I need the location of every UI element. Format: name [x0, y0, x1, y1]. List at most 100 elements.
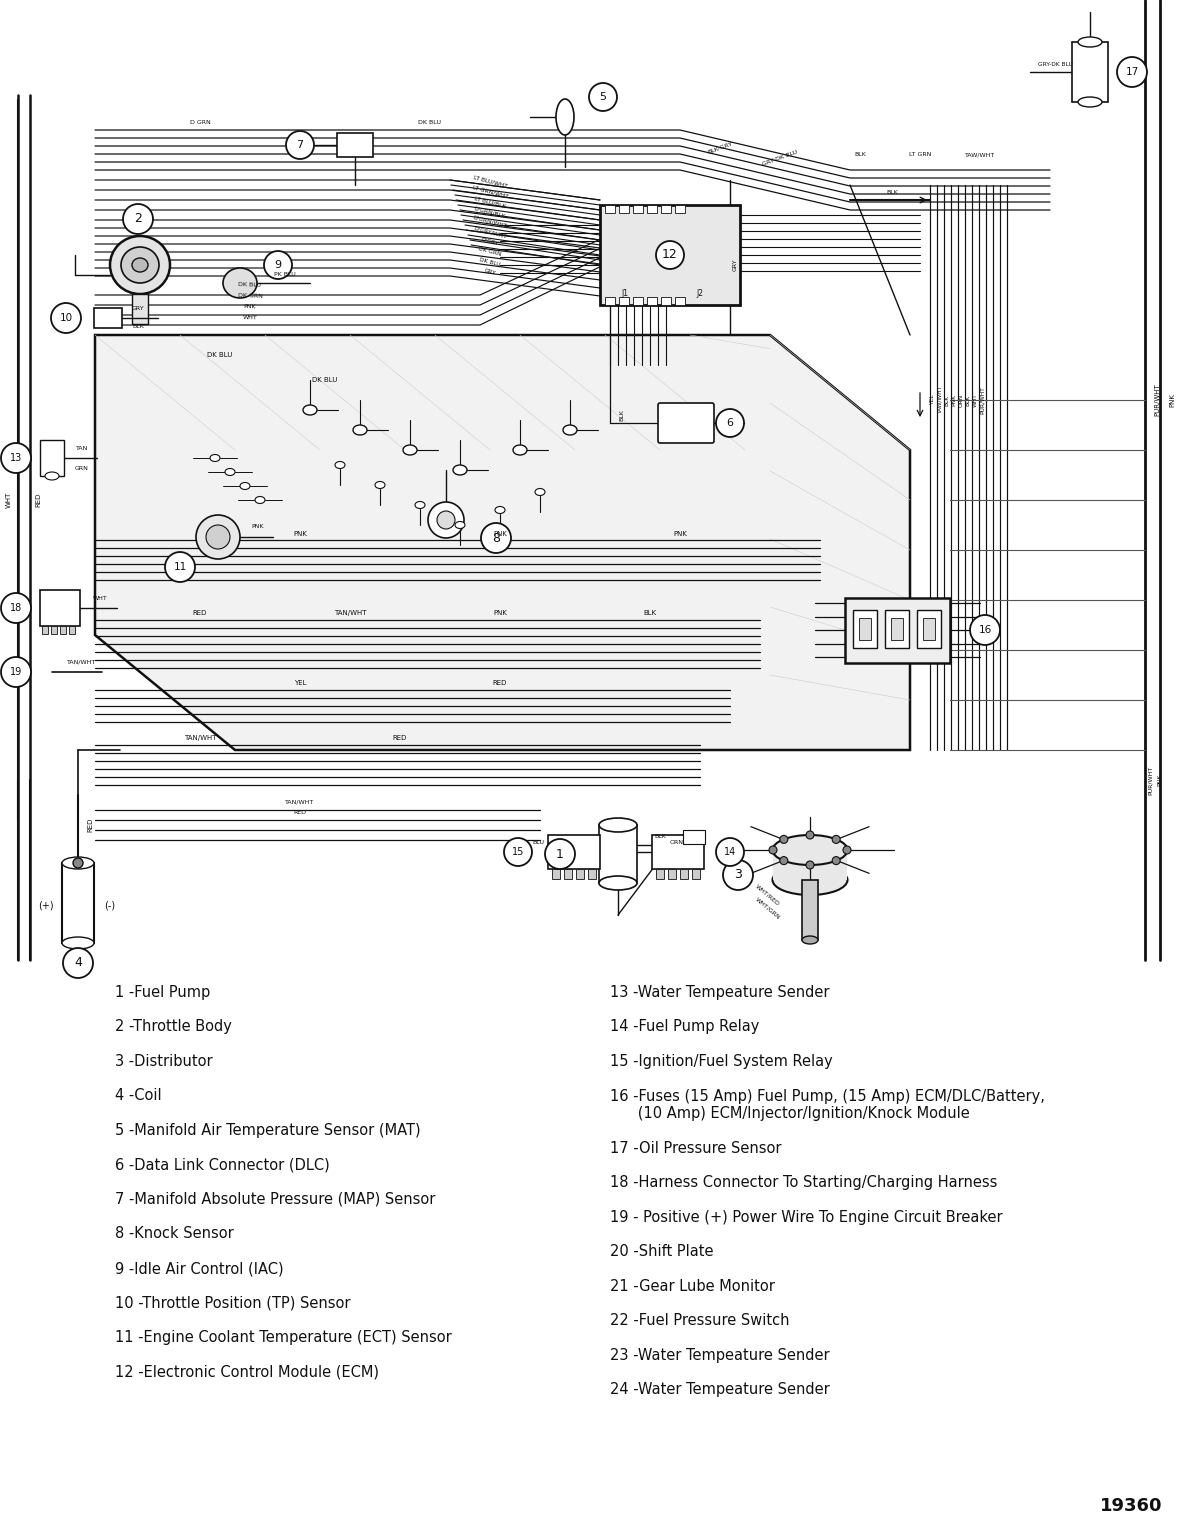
Text: ORN: ORN: [959, 393, 964, 407]
Text: 16 -Fuses (15 Amp) Fuel Pump, (15 Amp) ECM/DLC/Battery,: 16 -Fuses (15 Amp) Fuel Pump, (15 Amp) E…: [610, 1089, 1045, 1103]
Text: 4 -Coil: 4 -Coil: [115, 1089, 162, 1103]
Text: BLK: BLK: [854, 152, 866, 158]
Text: 5: 5: [600, 92, 606, 101]
Bar: [40, 440, 64, 476]
Ellipse shape: [353, 425, 367, 436]
Ellipse shape: [556, 100, 574, 135]
Text: LT GRN: LT GRN: [908, 152, 931, 158]
Bar: [917, 611, 941, 647]
Text: PNK: PNK: [293, 531, 307, 537]
Bar: [599, 825, 637, 884]
Text: 20 -Shift Plate: 20 -Shift Plate: [610, 1244, 714, 1259]
Circle shape: [722, 861, 754, 890]
Text: GRY: GRY: [484, 268, 497, 276]
Bar: [634, 298, 643, 305]
Text: 19: 19: [10, 667, 22, 676]
Circle shape: [166, 552, 194, 581]
Text: LT BLU/WHT: LT BLU/WHT: [473, 175, 508, 189]
Bar: [652, 834, 704, 868]
Text: ORN: ORN: [670, 841, 684, 845]
Bar: [548, 834, 600, 868]
Text: PNK: PNK: [673, 531, 686, 537]
Circle shape: [437, 511, 455, 529]
Text: DK GRN: DK GRN: [478, 247, 502, 258]
Text: 3 -Distributor: 3 -Distributor: [115, 1054, 212, 1069]
Bar: [50, 626, 58, 634]
Text: J1: J1: [622, 288, 629, 298]
Text: 17: 17: [1126, 67, 1139, 77]
Bar: [647, 206, 658, 213]
Circle shape: [656, 241, 684, 268]
Text: LT BLU/BLK: LT BLU/BLK: [474, 195, 506, 209]
Circle shape: [286, 130, 314, 160]
Text: TAN/WHT: TAN/WHT: [286, 799, 314, 804]
Text: 22 -Fuel Pressure Switch: 22 -Fuel Pressure Switch: [610, 1313, 790, 1328]
Bar: [661, 298, 671, 305]
Ellipse shape: [335, 462, 346, 468]
Text: 12: 12: [662, 249, 678, 261]
Bar: [70, 626, 74, 634]
Text: 10 -Throttle Position (TP) Sensor: 10 -Throttle Position (TP) Sensor: [115, 1296, 350, 1310]
Text: WHT: WHT: [242, 316, 258, 321]
Text: YEL: YEL: [930, 394, 936, 405]
Text: 11 -Engine Coolant Temperature (ECT) Sensor: 11 -Engine Coolant Temperature (ECT) Sen…: [115, 1330, 451, 1345]
Text: (+): (+): [38, 900, 54, 910]
Circle shape: [832, 856, 840, 865]
Circle shape: [716, 410, 744, 437]
Bar: [886, 611, 910, 647]
Bar: [773, 850, 847, 881]
Text: BLK-GRY: BLK-GRY: [707, 141, 733, 155]
Text: PUR/WHT: PUR/WHT: [979, 387, 984, 414]
Text: YEL: YEL: [294, 680, 306, 686]
Text: PUR/WHT: PUR/WHT: [1154, 384, 1160, 416]
Circle shape: [806, 831, 814, 839]
Circle shape: [50, 304, 82, 333]
Bar: [62, 864, 94, 943]
Bar: [680, 868, 688, 879]
Ellipse shape: [514, 445, 527, 456]
Text: 15 -Ignition/Fuel System Relay: 15 -Ignition/Fuel System Relay: [610, 1054, 833, 1069]
Text: 8 -Knock Sensor: 8 -Knock Sensor: [115, 1227, 234, 1241]
Polygon shape: [95, 334, 910, 750]
Text: J2: J2: [696, 288, 703, 298]
Bar: [1072, 41, 1108, 101]
Circle shape: [589, 83, 617, 110]
Circle shape: [1, 594, 31, 623]
Text: 16: 16: [978, 624, 991, 635]
Text: D'GRY/WHT: D'GRY/WHT: [473, 225, 508, 239]
Ellipse shape: [62, 858, 94, 868]
Text: 9 -Idle Air Control (IAC): 9 -Idle Air Control (IAC): [115, 1261, 283, 1276]
Text: TAN: TAN: [76, 445, 88, 451]
Bar: [668, 868, 676, 879]
Text: GRY: GRY: [732, 259, 738, 272]
Text: 6 -Data Link Connector (DLC): 6 -Data Link Connector (DLC): [115, 1158, 330, 1172]
Text: BLU: BLU: [532, 841, 544, 845]
Ellipse shape: [46, 472, 59, 480]
Text: 1 -Fuel Pump: 1 -Fuel Pump: [115, 985, 210, 1000]
Text: 9: 9: [275, 259, 282, 270]
Ellipse shape: [256, 497, 265, 503]
Circle shape: [545, 839, 575, 868]
Text: RED: RED: [493, 680, 508, 686]
Bar: [674, 206, 685, 213]
Text: WHT/GRN: WHT/GRN: [755, 896, 781, 920]
Text: RED: RED: [35, 492, 41, 508]
Text: 8: 8: [492, 531, 500, 545]
Ellipse shape: [374, 482, 385, 488]
Text: TAN/WHT: TAN/WHT: [184, 735, 216, 741]
Text: 4: 4: [74, 957, 82, 969]
Circle shape: [1, 443, 31, 472]
Text: 23 -Water Tempeature Sender: 23 -Water Tempeature Sender: [610, 1348, 829, 1362]
Bar: [923, 618, 935, 640]
Text: 17 -Oil Pressure Sensor: 17 -Oil Pressure Sensor: [610, 1141, 781, 1157]
Ellipse shape: [455, 522, 466, 529]
Bar: [802, 881, 818, 940]
Text: 24 -Water Tempeature Sender: 24 -Water Tempeature Sender: [610, 1382, 829, 1397]
Bar: [40, 591, 80, 626]
Text: PNK: PNK: [952, 394, 956, 407]
Circle shape: [970, 615, 1000, 644]
Text: PUR/WHT: PUR/WHT: [1147, 765, 1152, 795]
Text: BLK: BLK: [966, 394, 971, 405]
Ellipse shape: [62, 937, 94, 950]
Text: 14: 14: [724, 847, 736, 858]
